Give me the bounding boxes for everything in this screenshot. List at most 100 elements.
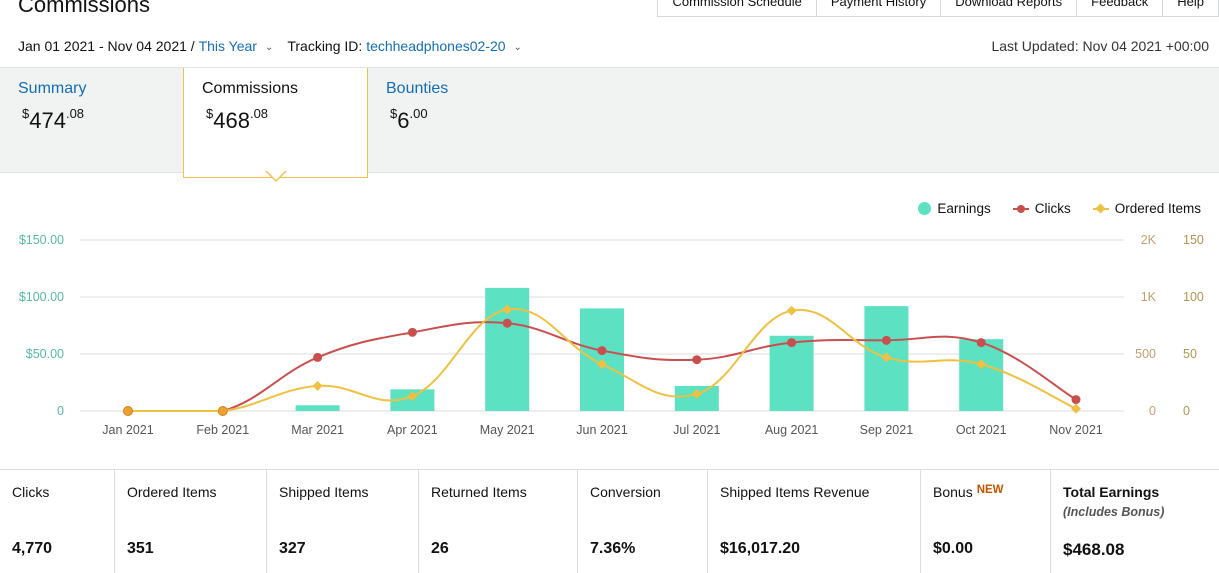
tab-commissions[interactable]: Commissions $468.08 bbox=[183, 68, 368, 178]
y-tick-label-left: $150.00 bbox=[19, 233, 64, 247]
commission-schedule-button[interactable]: Commission Schedule bbox=[657, 0, 817, 17]
point-zero bbox=[123, 406, 133, 416]
point-clicks bbox=[407, 327, 417, 337]
tab-amount: $6.00 bbox=[390, 106, 428, 133]
tab-summary[interactable]: Summary $474.08 bbox=[0, 68, 183, 172]
stat-value: 327 bbox=[279, 540, 306, 557]
y-tick-label-clicks: 2K bbox=[1141, 233, 1157, 247]
y-tick-label-ordered: 50 bbox=[1183, 347, 1197, 361]
x-tick-label: Jul 2021 bbox=[673, 423, 720, 437]
stat-label: Total Earnings bbox=[1063, 484, 1160, 500]
y-tick-label-clicks: 0 bbox=[1149, 404, 1156, 418]
chart-legend: Earnings Clicks Ordered Items bbox=[918, 201, 1201, 216]
x-tick-label: Apr 2021 bbox=[387, 423, 438, 437]
tabs-bar: Summary $474.08 Commissions $468.08 Boun… bbox=[0, 67, 1219, 178]
point-clicks bbox=[502, 318, 512, 328]
x-tick-label: Feb 2021 bbox=[196, 423, 249, 437]
point-clicks bbox=[313, 352, 323, 362]
point-clicks bbox=[976, 338, 986, 348]
legend-earnings[interactable]: Earnings bbox=[918, 201, 991, 216]
tab-amount: $474.08 bbox=[22, 106, 85, 133]
tab-label: Bounties bbox=[386, 80, 449, 97]
tab-label: Summary bbox=[18, 80, 87, 97]
y-tick-label-ordered: 100 bbox=[1183, 290, 1204, 304]
stat-label: Conversion bbox=[590, 484, 661, 500]
stat-label: Returned Items bbox=[431, 484, 527, 500]
chevron-down-icon[interactable]: ⌄ bbox=[264, 41, 274, 53]
period-dropdown[interactable]: This Year bbox=[198, 38, 257, 54]
stat-total-earnings: Total Earnings (Includes Bonus) $468.08 bbox=[1051, 470, 1219, 573]
x-tick-label: May 2021 bbox=[480, 423, 535, 437]
y-tick-label-ordered: 0 bbox=[1183, 404, 1190, 418]
y-tick-label-left: $100.00 bbox=[19, 290, 64, 304]
stat-bonus: Bonus NEW $0.00 bbox=[921, 470, 1051, 573]
stat-shipped-items: Shipped Items 327 bbox=[267, 470, 419, 573]
point-clicks bbox=[787, 338, 797, 348]
active-tab-pointer bbox=[265, 170, 287, 182]
tab-bounties[interactable]: Bounties $6.00 bbox=[368, 68, 553, 172]
chevron-down-icon[interactable]: ⌄ bbox=[513, 41, 522, 53]
x-tick-label: Oct 2021 bbox=[956, 423, 1007, 437]
earnings-swatch-icon bbox=[918, 202, 932, 215]
stat-label: Ordered Items bbox=[127, 484, 217, 500]
point-ordered-items bbox=[1071, 403, 1081, 414]
tracking-id-dropdown[interactable]: techheadphones02-20 bbox=[366, 38, 506, 54]
stat-value: 351 bbox=[127, 540, 154, 557]
y-tick-label-ordered: 150 bbox=[1183, 233, 1204, 247]
earnings-chart: 0 $50.00 $100.00 $150.00 0 500 1K 2K 0 50 100 150 Ja… bbox=[19, 233, 1204, 437]
point-ordered-items bbox=[312, 380, 323, 391]
y-tick-label-clicks: 1K bbox=[1141, 290, 1157, 304]
ordered-swatch-icon bbox=[1092, 207, 1109, 210]
tab-amount: $468.08 bbox=[206, 106, 269, 133]
y-tick-label-left: 0 bbox=[57, 404, 64, 418]
stat-shipped-revenue: Shipped Items Revenue $16,017.20 bbox=[708, 470, 921, 573]
bar-earnings bbox=[769, 335, 814, 411]
stat-label: Shipped Items Revenue bbox=[720, 484, 870, 500]
bar-earnings bbox=[295, 405, 340, 411]
point-clicks bbox=[597, 346, 607, 356]
top-nav: Commission Schedule Payment History Down… bbox=[657, 0, 1219, 17]
stat-label: Shipped Items bbox=[279, 484, 369, 500]
stat-label: Bonus NEW bbox=[933, 484, 1004, 500]
new-badge: NEW bbox=[976, 484, 1004, 496]
stat-value: 7.36% bbox=[590, 540, 636, 557]
help-button[interactable]: Help bbox=[1162, 0, 1219, 17]
stat-value: $0.00 bbox=[933, 540, 974, 557]
stat-ordered-items: Ordered Items 351 bbox=[115, 470, 267, 573]
tab-label: Commissions bbox=[202, 80, 299, 97]
x-tick-label: Nov 2021 bbox=[1049, 423, 1103, 437]
x-tick-label: Jan 2021 bbox=[102, 423, 153, 437]
x-tick-label: Aug 2021 bbox=[765, 423, 819, 437]
y-tick-label-clicks: 500 bbox=[1135, 347, 1156, 361]
point-clicks bbox=[1071, 395, 1081, 405]
payment-history-button[interactable]: Payment History bbox=[815, 0, 942, 17]
tracking-id-label: Tracking ID: bbox=[287, 38, 363, 54]
y-tick-label-left: $50.00 bbox=[26, 347, 64, 361]
point-ordered-items bbox=[597, 359, 607, 370]
legend-clicks[interactable]: Clicks bbox=[1012, 201, 1071, 216]
point-ordered-items bbox=[786, 305, 797, 316]
stat-sublabel: (Includes Bonus) bbox=[1063, 505, 1165, 519]
point-clicks bbox=[692, 355, 702, 365]
stat-value: 26 bbox=[431, 540, 449, 557]
stat-value: $16,017.20 bbox=[720, 540, 801, 557]
stat-label: Clicks bbox=[12, 484, 50, 500]
filter-row: Jan 01 2021 - Nov 04 2021 / This Year ⌄ … bbox=[18, 38, 536, 54]
stat-value: 4,770 bbox=[12, 540, 53, 557]
stat-value: $468.08 bbox=[1063, 540, 1125, 559]
point-ordered-items bbox=[881, 352, 892, 363]
legend-ordered-items[interactable]: Ordered Items bbox=[1092, 201, 1201, 216]
stats-row: Clicks 4,770 Ordered Items 351 Shipped I… bbox=[0, 469, 1219, 573]
x-tick-label: Jun 2021 bbox=[576, 423, 627, 437]
page-title: Commissions bbox=[18, 0, 151, 17]
clicks-swatch-icon bbox=[1012, 204, 1029, 213]
stat-clicks: Clicks 4,770 bbox=[0, 470, 115, 573]
stat-returned-items: Returned Items 26 bbox=[419, 470, 578, 573]
point-clicks bbox=[881, 335, 891, 345]
x-tick-label: Mar 2021 bbox=[291, 423, 344, 437]
date-range: Jan 01 2021 - Nov 04 2021 / bbox=[18, 38, 195, 54]
point-ordered-items bbox=[691, 388, 702, 399]
feedback-button[interactable]: Feedback bbox=[1076, 0, 1164, 17]
download-reports-button[interactable]: Download Reports bbox=[940, 0, 1078, 17]
point-ordered-items bbox=[976, 359, 987, 370]
